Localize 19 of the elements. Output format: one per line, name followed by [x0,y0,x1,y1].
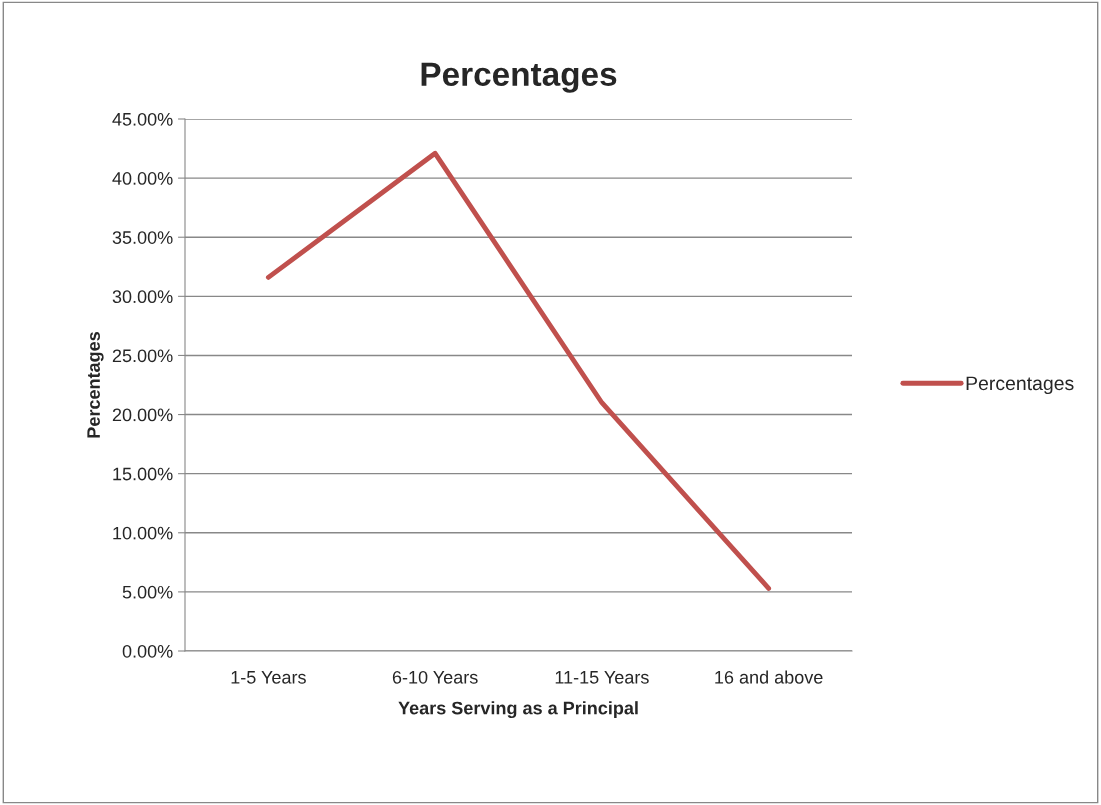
y-axis-title: Percentages [87,332,104,438]
y-tick-label: 20.00% [112,408,173,422]
y-tick-label: 30.00% [112,290,173,304]
chart-title: Percentages [421,62,617,93]
x-axis-title: Years Serving as a Principal [398,701,638,719]
legend-label: Percentages [966,376,1074,395]
x-tick-label: 1-5 Years [231,671,306,684]
line-series [265,150,772,591]
y-tick-label: 25.00% [112,349,173,363]
x-tick-label: 16 and above [715,670,823,684]
y-tick-label: 15.00% [113,467,173,481]
y-tick-label: 0.00% [122,644,173,658]
y-tick-label: 5.00% [122,585,173,599]
y-tick-label: 45.00% [112,112,173,126]
x-tick-label: 11-15 Years [555,671,649,684]
x-tick-label: 6-10 Years [392,670,478,684]
y-tick-label: 35.00% [112,231,173,244]
y-tick-label: 40.00% [112,172,173,185]
y-tick-label: 10.00% [113,526,173,540]
